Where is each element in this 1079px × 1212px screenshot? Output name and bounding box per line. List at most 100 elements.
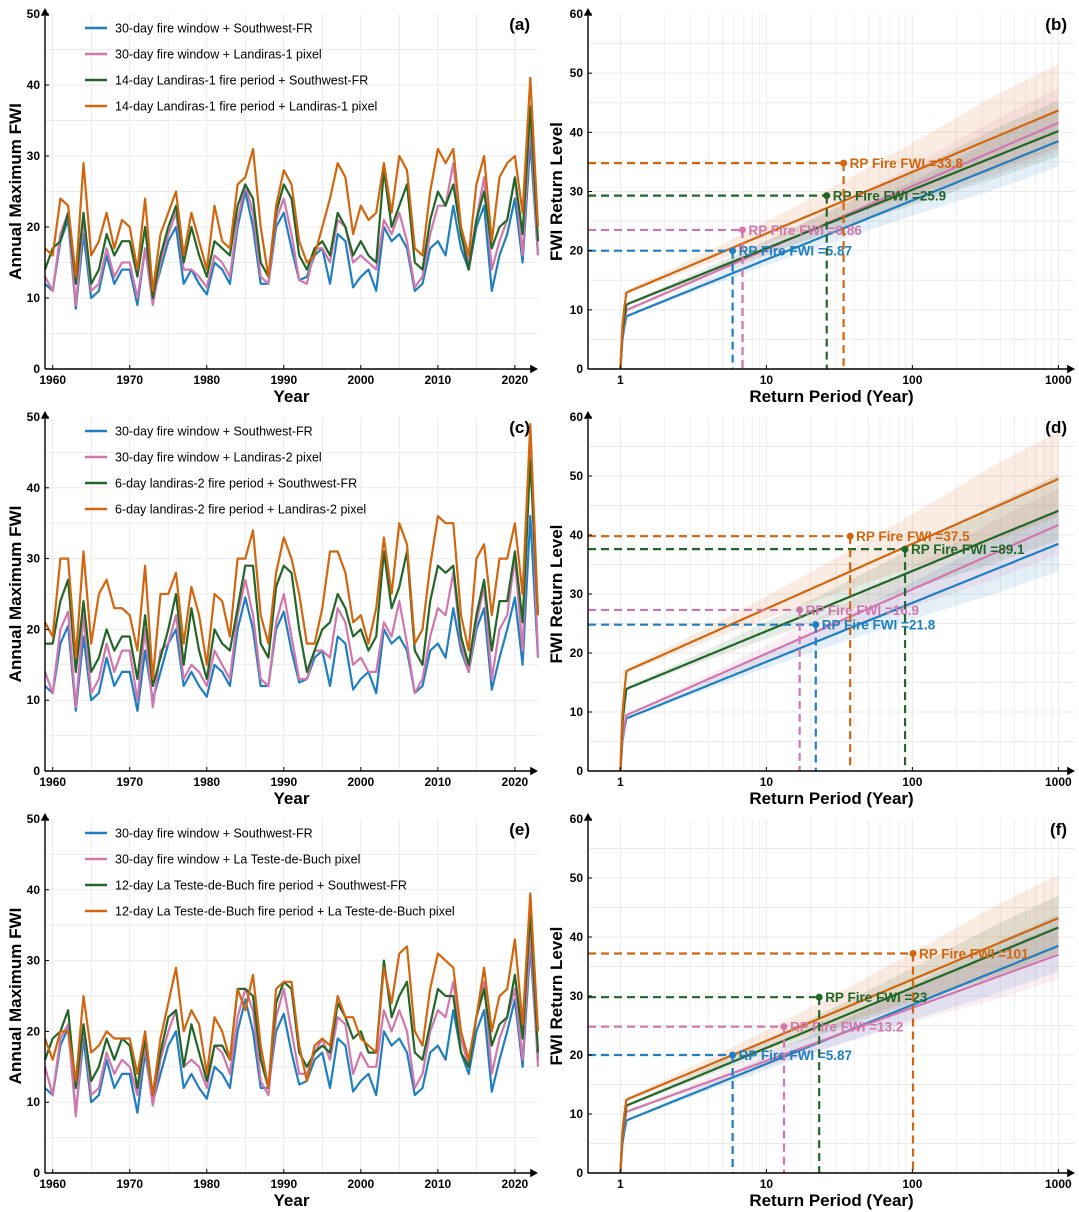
x-tick-label: 1970 <box>116 775 143 789</box>
x-tick-label: 1000 <box>1045 775 1072 789</box>
x-axis-arrow <box>1067 766 1075 776</box>
legend-entry: 30-day fire window + Southwest-FR <box>115 22 313 36</box>
x-axis-title: Return Period (Year) <box>749 387 913 406</box>
legend-entry: 6-day landiras-2 fire period + Southwest… <box>115 477 357 491</box>
y-tick-label: 20 <box>570 1048 584 1062</box>
legend: 30-day fire window + Southwest-FR 30-day … <box>85 22 377 114</box>
y-tick-label: 10 <box>570 303 584 317</box>
x-tick-label: 2020 <box>502 1177 529 1191</box>
confidence-band-blue <box>620 914 1059 1173</box>
y-tick-label: 30 <box>27 954 41 968</box>
annotation-point-blue <box>729 1051 737 1059</box>
legend: 30-day fire window + Southwest-FR 30-day … <box>85 425 366 517</box>
y-axis-arrow <box>40 813 50 821</box>
legend-entry: 30-day fire window + Landiras-1 pixel <box>115 48 322 62</box>
series-line-orange <box>43 892 540 1097</box>
y-tick-label: 0 <box>33 1166 40 1180</box>
x-tick-label: 1980 <box>193 373 220 387</box>
y-tick-label: 0 <box>576 764 583 778</box>
x-axis-arrow <box>1067 1168 1075 1178</box>
confidence-band-green <box>620 474 1059 771</box>
x-tick-label: 1990 <box>270 1177 297 1191</box>
confidence-band-green <box>620 100 1059 369</box>
series-line-pink <box>43 931 540 1118</box>
x-tick-label: 2020 <box>502 373 529 387</box>
y-axis-title: FWI Return Level <box>547 927 566 1066</box>
x-tick-label: 2010 <box>425 373 452 387</box>
x-tick-label: 1990 <box>270 775 297 789</box>
annotation-point-blue <box>812 621 820 629</box>
x-tick-label: 1990 <box>270 373 297 387</box>
x-tick-label: 10 <box>760 775 774 789</box>
series-line-blue <box>44 945 540 1114</box>
return-level-curve-orange <box>619 477 1059 772</box>
x-tick-label: 1 <box>617 373 624 387</box>
series-line-orange <box>44 423 540 681</box>
x-axis-arrow <box>530 1168 538 1178</box>
return-level-curve-pink <box>619 523 1059 772</box>
confidence-band-pink <box>620 488 1059 771</box>
y-axis-title: Annual Maximum FWI <box>6 908 25 1085</box>
return-level-curve-green <box>619 509 1059 772</box>
y-tick-label: 50 <box>570 66 584 80</box>
x-tick-label: 1000 <box>1045 373 1072 387</box>
annotation-label: RP Fire FWI =89.1 <box>911 542 1025 557</box>
return-level-curve-orange <box>619 109 1059 370</box>
y-tick-label: 50 <box>27 7 41 21</box>
y-tick-label: 30 <box>27 552 41 566</box>
x-tick-label: 1 <box>617 775 624 789</box>
x-axis-title: Year <box>274 1191 310 1210</box>
series-line-blue <box>44 140 540 310</box>
panel-c: 30-day fire window + Southwest-FR 30-day … <box>6 410 540 808</box>
annotation-label: RP Fire FWI =25.9 <box>833 189 946 204</box>
x-tick-label: 100 <box>902 373 922 387</box>
x-axis-title: Year <box>274 789 310 808</box>
series-line-green <box>45 458 540 688</box>
y-tick-label: 10 <box>570 1107 584 1121</box>
grid <box>588 819 1075 1173</box>
x-tick-label: 10 <box>760 1177 774 1191</box>
return-level-curve-pink <box>619 121 1059 370</box>
legend-entry: 30-day fire window + Southwest-FR <box>115 827 313 841</box>
y-tick-label: 20 <box>570 646 584 660</box>
annotation-point-blue <box>729 247 737 255</box>
x-axis-title: Return Period (Year) <box>749 1191 913 1210</box>
y-tick-label: 40 <box>27 78 41 92</box>
y-axis-title: Annual Maximum FWI <box>6 506 25 683</box>
y-tick-label: 60 <box>570 7 584 21</box>
annotation-point-orange <box>840 159 848 167</box>
y-tick-label: 60 <box>570 410 584 424</box>
annotation-point-green <box>815 993 823 1001</box>
series-line-blue <box>44 514 540 712</box>
panel-label: (a) <box>509 15 530 34</box>
return-level-curve-green <box>619 130 1059 370</box>
annotation-label: RP Fire FWI =23 <box>825 990 928 1005</box>
y-axis-title: Annual Maximum FWI <box>6 103 25 280</box>
confidence-band-blue <box>620 509 1059 771</box>
x-tick-label: 1960 <box>39 775 66 789</box>
x-tick-label: 10 <box>760 373 774 387</box>
y-tick-label: 10 <box>570 705 584 719</box>
series-line-pink <box>44 119 540 307</box>
y-tick-label: 20 <box>570 244 584 258</box>
panel-a: 30-day fire window + Southwest-FR 30-day … <box>6 7 540 406</box>
legend-entry: 30-day fire window + La Teste-de-Buch pi… <box>115 853 360 867</box>
annotation-label: RP Fire FWI =16.9 <box>806 603 919 618</box>
annotation-label: RP Fire FWI =21.8 <box>822 618 936 633</box>
x-tick-label: 100 <box>902 1177 922 1191</box>
return-level-curve-green <box>619 926 1059 1174</box>
annotation-label: RP Fire FWI =101 <box>919 947 1029 962</box>
x-tick-label: 2010 <box>425 1177 452 1191</box>
y-tick-label: 60 <box>570 812 584 826</box>
panel-f: RP Fire FWI =5.87 RP Fire FWI =13.2 RP Fir… <box>547 812 1075 1210</box>
annotation-label: RP Fire FWI =5.87 <box>739 1048 852 1063</box>
legend: 30-day fire window + Southwest-FR 30-day … <box>85 827 455 919</box>
return-level-curve-orange <box>619 917 1059 1174</box>
annotation-point-pink <box>780 1023 788 1031</box>
x-tick-label: 2000 <box>347 373 374 387</box>
y-axis-arrow <box>583 8 593 16</box>
y-tick-label: 30 <box>570 587 584 601</box>
panel-label: (b) <box>1045 15 1067 34</box>
y-axis-title: FWI Return Level <box>547 122 566 261</box>
series-line-orange <box>44 76 540 292</box>
